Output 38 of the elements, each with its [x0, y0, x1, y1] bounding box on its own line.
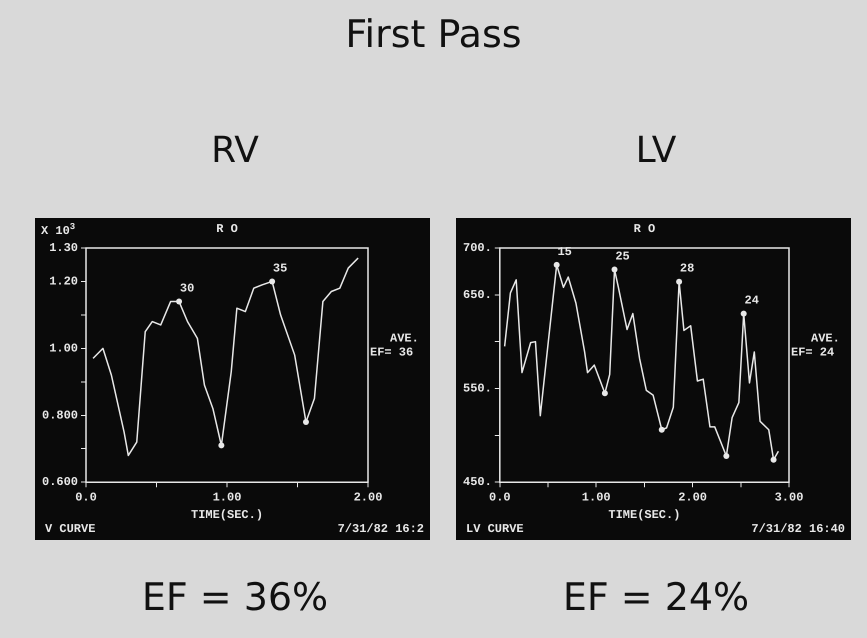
- x-tick-label: 1.00: [582, 490, 611, 504]
- text: First Pass: [344, 12, 523, 56]
- y-tick-label: 1.20: [49, 274, 78, 288]
- y-tick-label: 550.: [462, 382, 492, 396]
- annotation: 25: [615, 250, 630, 264]
- y-tick-label: 0.800: [42, 408, 78, 422]
- chart-title: LV: [634, 130, 678, 171]
- text: 7/31/82 16:2: [338, 522, 424, 536]
- text: EF = 24%: [562, 575, 750, 619]
- x-tick-label: 3.00: [774, 490, 804, 504]
- annotation: 30: [180, 282, 194, 296]
- x-tick-label: 2.00: [354, 490, 382, 504]
- y-tick-label: 1.00: [49, 341, 78, 356]
- text: EF = 36%: [140, 575, 330, 619]
- x-axis-title: TIME(SEC.): [608, 508, 680, 522]
- chart-title: RV: [210, 130, 260, 171]
- text: EF= 24: [791, 346, 834, 360]
- y-tick-label: 650.: [462, 288, 492, 302]
- y-tick-label: 450.: [462, 475, 492, 490]
- y-tick-label: 700.: [462, 241, 492, 256]
- text: AVE.: [390, 332, 419, 346]
- text: R O: [216, 222, 238, 236]
- x-axis-title: TIME(SEC.): [190, 508, 264, 522]
- text: AVE.: [811, 332, 840, 346]
- text: V CURVE: [45, 522, 96, 536]
- x-tick-label: 0.0: [75, 490, 97, 504]
- annotation: 35: [272, 261, 288, 276]
- y-tick-label: 1.30: [49, 241, 78, 256]
- x-tick-label: 1.00: [212, 490, 242, 504]
- annotation: 28: [680, 262, 694, 276]
- text: 7/31/82 16:40: [751, 522, 846, 536]
- text: EF= 36: [370, 346, 414, 360]
- text: LV CURVE: [466, 522, 524, 536]
- annotation: 24: [744, 294, 759, 308]
- y-tick-label: 0.600: [42, 475, 78, 490]
- x-tick-label: 2.00: [678, 490, 708, 504]
- x-tick-label: 0.0: [489, 490, 511, 504]
- text: R O: [634, 222, 656, 236]
